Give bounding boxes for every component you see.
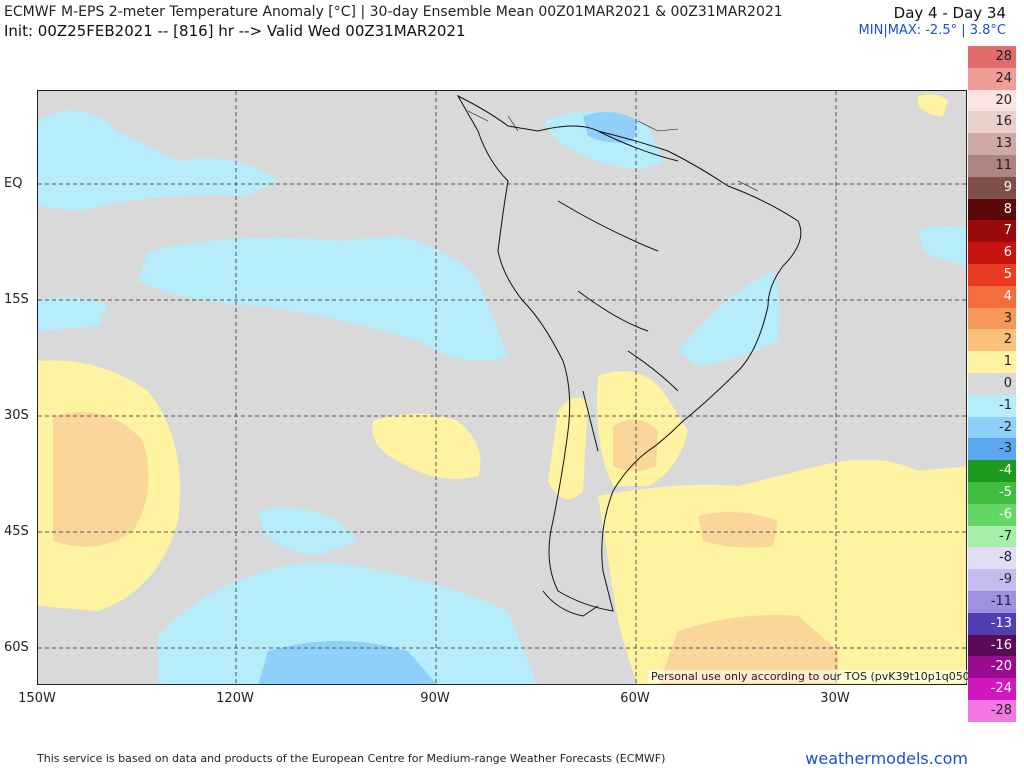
legend-label: -7 [999,528,1012,544]
lat-label-eq: EQ [4,176,23,191]
legend-swatch: -16 [968,634,1016,657]
legend-label: 3 [1003,310,1012,326]
legend-swatch: -13 [968,612,1016,635]
legend-swatch: 11 [968,154,1016,177]
legend-label: 11 [995,157,1012,173]
legend-swatch: 6 [968,242,1016,264]
anomaly-map [37,90,967,685]
legend-label: -11 [990,593,1012,609]
legend-swatch: -24 [968,678,1016,700]
legend-label: -5 [999,484,1012,500]
legend-swatch: 13 [968,133,1016,155]
legend-label: -24 [990,681,1012,697]
legend-swatch: -7 [968,525,1016,548]
lat-label-60s: 60S [4,640,29,655]
cool-anomaly-regions [38,110,966,684]
legend-label: 24 [995,70,1012,86]
legend-swatch: 3 [968,307,1016,330]
legend-label: -13 [990,615,1012,631]
legend-label: 2 [1003,332,1012,348]
footer-attribution: This service is based on data and produc… [37,752,666,765]
legend-swatch: 0 [968,372,1016,395]
legend-swatch: -20 [968,656,1016,679]
legend-label: 6 [1003,245,1012,261]
legend-label: -1 [999,397,1012,413]
legend-swatch: 20 [968,89,1016,112]
legend-label: 28 [995,49,1012,64]
init-valid-line: Init: 00Z25FEB2021 -- [816] hr --> Valid… [4,22,466,40]
map-title: ECMWF M-EPS 2-meter Temperature Anomaly … [4,4,783,20]
lat-label-30s: 30S [4,408,29,423]
legend-label: 16 [995,114,1012,130]
legend-label: -4 [999,463,1012,479]
legend-label: -20 [990,659,1012,675]
min-max-readout: MIN|MAX: -2.5° | 3.8°C [858,23,1006,38]
legend-swatch: -6 [968,503,1016,526]
tos-notice: Personal use only according to our TOS (… [648,670,978,683]
legend-swatch: -11 [968,590,1016,613]
legend-label: 7 [1003,223,1012,239]
legend-swatch: 4 [968,285,1016,308]
legend-swatch: 24 [968,67,1016,90]
legend-swatch: -2 [968,416,1016,439]
legend-label: 0 [1003,375,1012,391]
legend-swatch: -3 [968,438,1016,461]
lon-label-120w: 120W [216,691,254,706]
legend-label: -6 [999,506,1012,522]
legend-swatch: 16 [968,111,1016,134]
forecast-period: Day 4 - Day 34 [893,4,1006,22]
warm-anomaly-regions [38,94,966,684]
legend-label: -16 [990,637,1012,653]
legend-label: -28 [990,702,1012,718]
legend-label: 8 [1003,201,1012,217]
legend-swatch: -8 [968,547,1016,570]
legend-swatch: 5 [968,263,1016,286]
legend-label: -2 [999,419,1012,435]
legend-swatch: 2 [968,329,1016,352]
legend-swatch: 28 [968,46,1016,68]
legend-swatch: -28 [968,699,1016,722]
gridlines [38,91,966,684]
brand-link[interactable]: weathermodels.com [805,749,968,768]
legend-label: 13 [995,136,1012,152]
lon-label-150w: 150W [18,691,56,706]
legend-label: 20 [995,92,1012,108]
legend-swatch: -4 [968,460,1016,482]
legend-label: 5 [1003,266,1012,282]
lat-label-45s: 45S [4,524,29,539]
color-legend: 28 24 20 16 13 11 9 8 7 6 5 4 3 2 1 0 -1 -2 -3 -4 -5 -6 -7 -8 -9… [968,46,1016,722]
legend-label: 4 [1003,288,1012,304]
legend-swatch: -5 [968,481,1016,504]
legend-label: 1 [1003,354,1012,370]
legend-label: 9 [1003,179,1012,195]
lat-label-15s: 15S [4,292,29,307]
legend-swatch: 9 [968,176,1016,199]
lon-label-90w: 90W [420,691,450,706]
legend-label: -3 [999,441,1012,457]
legend-swatch: -9 [968,569,1016,591]
legend-swatch: 7 [968,220,1016,243]
legend-label: -9 [999,572,1012,588]
legend-label: -8 [999,550,1012,566]
legend-swatch: -1 [968,394,1016,417]
lon-label-60w: 60W [620,691,650,706]
land-outline-fine [467,110,759,192]
lon-label-30w: 30W [820,691,850,706]
coastlines [456,94,802,617]
legend-swatch: 8 [968,198,1016,221]
legend-swatch: 1 [968,351,1016,373]
